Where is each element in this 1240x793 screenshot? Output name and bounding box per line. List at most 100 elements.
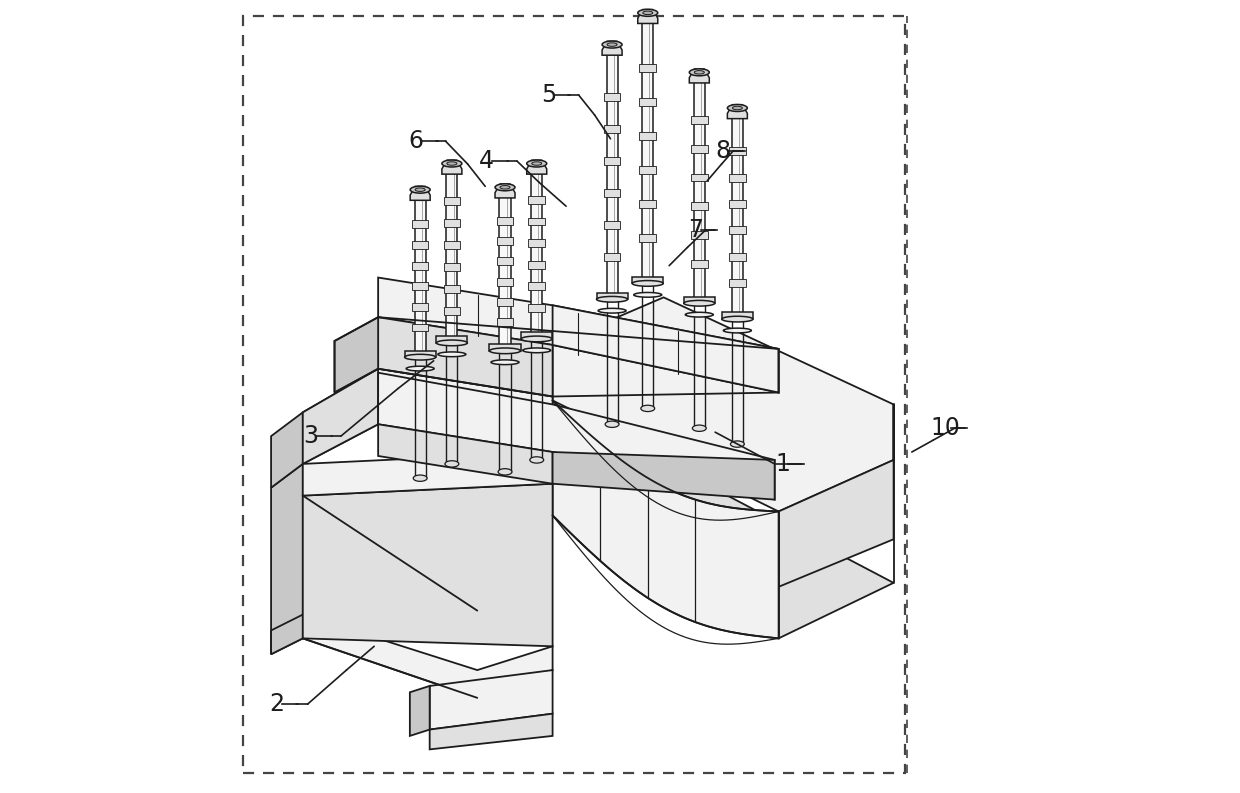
- Polygon shape: [497, 258, 513, 266]
- Ellipse shape: [730, 441, 744, 447]
- Polygon shape: [444, 285, 460, 293]
- Ellipse shape: [733, 106, 743, 109]
- Ellipse shape: [410, 186, 430, 193]
- Polygon shape: [430, 670, 553, 730]
- Ellipse shape: [446, 162, 456, 165]
- Polygon shape: [689, 69, 709, 83]
- Polygon shape: [335, 317, 378, 393]
- Polygon shape: [303, 369, 378, 464]
- Ellipse shape: [527, 160, 547, 167]
- Ellipse shape: [404, 354, 435, 360]
- Polygon shape: [303, 452, 553, 496]
- Polygon shape: [444, 219, 460, 227]
- Polygon shape: [691, 116, 708, 124]
- Polygon shape: [412, 282, 429, 290]
- Ellipse shape: [689, 69, 709, 76]
- Polygon shape: [528, 217, 546, 225]
- Polygon shape: [303, 369, 553, 464]
- Polygon shape: [412, 220, 429, 228]
- Text: 7: 7: [688, 218, 703, 242]
- Ellipse shape: [605, 421, 619, 427]
- Polygon shape: [640, 167, 656, 174]
- Polygon shape: [693, 79, 704, 301]
- Polygon shape: [410, 686, 430, 736]
- Polygon shape: [272, 615, 303, 654]
- Polygon shape: [303, 615, 553, 698]
- Polygon shape: [640, 98, 656, 106]
- Ellipse shape: [683, 301, 714, 306]
- Polygon shape: [640, 132, 656, 140]
- Polygon shape: [521, 332, 552, 339]
- Polygon shape: [691, 232, 708, 239]
- Ellipse shape: [413, 475, 427, 481]
- Polygon shape: [632, 277, 663, 283]
- Polygon shape: [378, 373, 775, 500]
- Polygon shape: [444, 308, 460, 316]
- Polygon shape: [691, 202, 708, 210]
- Polygon shape: [603, 41, 622, 56]
- Polygon shape: [604, 252, 620, 260]
- Ellipse shape: [523, 348, 551, 353]
- Polygon shape: [444, 241, 460, 249]
- Polygon shape: [528, 305, 546, 312]
- Polygon shape: [604, 125, 620, 132]
- Polygon shape: [729, 253, 745, 261]
- Ellipse shape: [686, 312, 713, 317]
- Text: 1: 1: [775, 452, 790, 476]
- Ellipse shape: [445, 461, 459, 467]
- Ellipse shape: [500, 186, 510, 189]
- Polygon shape: [604, 189, 620, 197]
- Polygon shape: [410, 186, 430, 201]
- Polygon shape: [729, 226, 745, 234]
- Polygon shape: [729, 200, 745, 208]
- Text: 4: 4: [480, 149, 495, 173]
- Polygon shape: [691, 144, 708, 152]
- Ellipse shape: [407, 366, 434, 371]
- Polygon shape: [729, 147, 745, 155]
- Text: 8: 8: [715, 139, 730, 163]
- Polygon shape: [691, 260, 708, 268]
- Polygon shape: [272, 464, 303, 654]
- Polygon shape: [637, 10, 657, 24]
- Polygon shape: [528, 282, 546, 290]
- Ellipse shape: [641, 405, 655, 412]
- Polygon shape: [604, 93, 620, 101]
- Polygon shape: [553, 297, 894, 511]
- Polygon shape: [553, 305, 779, 393]
- Text: 3: 3: [304, 424, 319, 448]
- Polygon shape: [378, 424, 553, 484]
- Polygon shape: [412, 324, 429, 331]
- Ellipse shape: [637, 10, 657, 17]
- Polygon shape: [412, 241, 429, 249]
- Polygon shape: [497, 297, 513, 305]
- Polygon shape: [528, 261, 546, 269]
- Text: 6: 6: [409, 129, 424, 153]
- Ellipse shape: [495, 184, 515, 191]
- Polygon shape: [729, 174, 745, 182]
- Polygon shape: [412, 262, 429, 270]
- Polygon shape: [378, 278, 779, 393]
- Polygon shape: [490, 344, 521, 351]
- Ellipse shape: [415, 188, 425, 191]
- Ellipse shape: [498, 469, 512, 475]
- Ellipse shape: [603, 41, 622, 48]
- Polygon shape: [272, 412, 303, 488]
- Polygon shape: [500, 194, 511, 349]
- Polygon shape: [553, 452, 775, 500]
- Polygon shape: [729, 279, 745, 287]
- Polygon shape: [640, 64, 656, 72]
- Polygon shape: [683, 297, 714, 303]
- Polygon shape: [642, 20, 653, 282]
- Polygon shape: [596, 293, 627, 299]
- Polygon shape: [528, 239, 546, 247]
- Polygon shape: [604, 157, 620, 165]
- Ellipse shape: [694, 71, 704, 74]
- Polygon shape: [497, 217, 513, 225]
- Polygon shape: [303, 484, 553, 646]
- Polygon shape: [444, 197, 460, 205]
- Ellipse shape: [438, 352, 466, 357]
- Ellipse shape: [634, 293, 662, 297]
- Ellipse shape: [491, 360, 520, 365]
- Ellipse shape: [632, 281, 663, 286]
- Text: 2: 2: [269, 692, 284, 716]
